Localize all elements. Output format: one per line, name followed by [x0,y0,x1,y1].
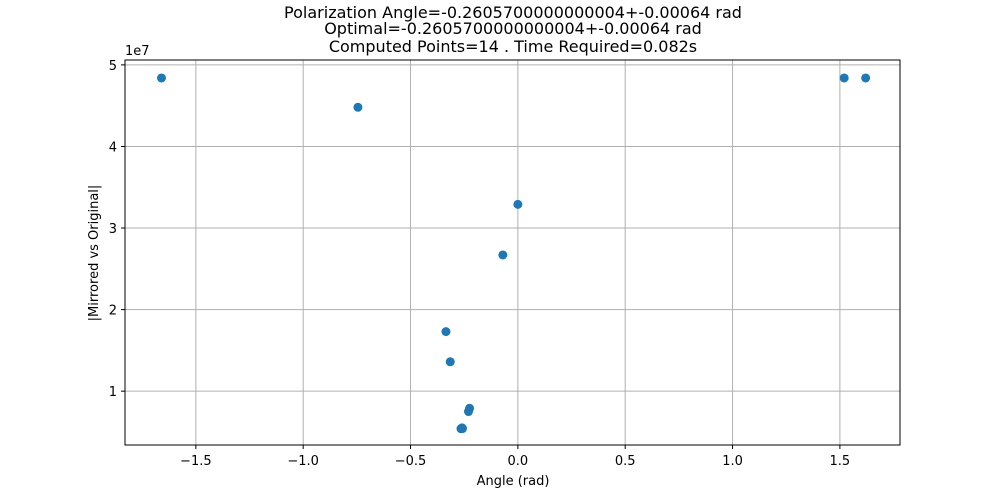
x-tick-label: 0.5 [615,454,636,469]
y-offset-label: 1e7 [125,44,150,59]
x-tick-label: 1.0 [722,454,743,469]
y-tick-label: 1 [109,385,117,400]
chart-title-line-2: Optimal=-0.2605700000000004+-0.00064 rad [324,19,702,38]
x-axis-label: Angle (rad) [477,474,550,489]
x-tick-label: 0.0 [508,454,529,469]
y-axis-label: |Mirrored vs Original| [87,185,102,322]
data-point [839,73,849,83]
data-point [353,102,363,112]
data-point [457,424,467,434]
data-point [498,250,508,260]
chart-title-line-1: Polarization Angle=-0.2605700000000004+-… [284,3,742,22]
data-point [441,327,451,337]
chart-title-line-3: Computed Points=14 . Time Required=0.082… [329,37,697,56]
data-point [156,73,166,83]
points-layer [156,73,871,434]
ticks-layer: −1.5 −1.0 −0.5 0.0 0.5 1.0 1.5 1 2 3 4 5 [109,59,851,469]
grid-layer [125,60,900,445]
y-tick-label: 3 [109,222,117,237]
x-tick-label: 1.5 [830,454,851,469]
y-tick-label: 5 [109,59,117,74]
data-point [861,73,871,83]
data-point [463,407,473,417]
data-point [445,357,455,367]
y-tick-label: 4 [109,140,117,155]
plot-frame [124,59,901,446]
x-tick-label: −0.5 [395,454,427,469]
data-point [513,199,523,209]
y-tick-label: 2 [109,304,117,319]
x-tick-label: −1.5 [180,454,212,469]
x-tick-label: −1.0 [287,454,319,469]
